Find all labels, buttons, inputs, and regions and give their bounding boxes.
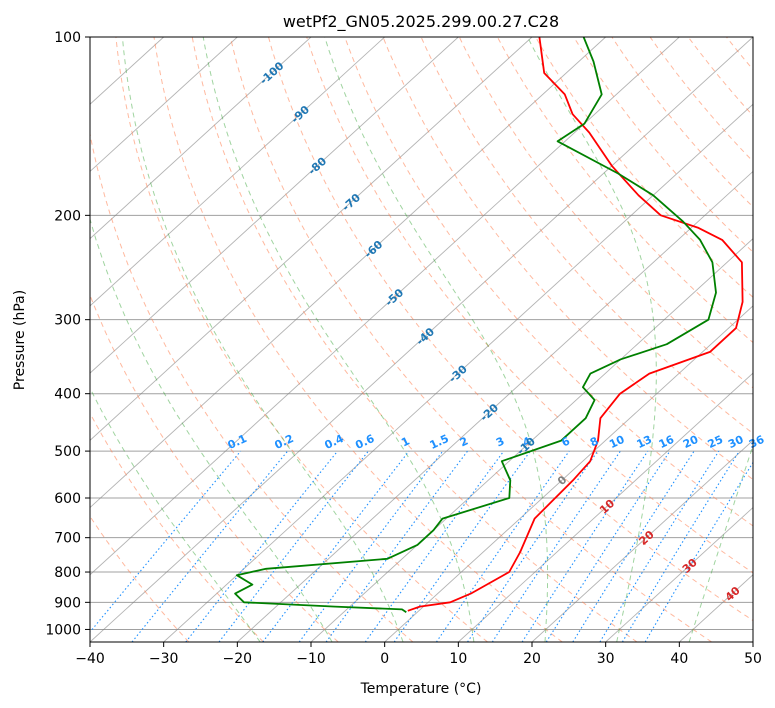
mixing-ratio-line bbox=[467, 450, 599, 642]
isotherm-line bbox=[90, 37, 385, 307]
y-tick-label: 600 bbox=[54, 491, 81, 507]
isotherm-line bbox=[605, 506, 753, 642]
x-tick-label: −40 bbox=[75, 651, 105, 667]
y-axis-title: Pressure (hPa) bbox=[12, 290, 28, 390]
y-tick-label: 800 bbox=[54, 565, 81, 581]
x-tick-label: 20 bbox=[523, 651, 541, 667]
dry-adiabat-line bbox=[90, 131, 414, 642]
dewpoint-line bbox=[234, 37, 717, 613]
isotherm-line bbox=[90, 37, 753, 642]
y-tick-label: 200 bbox=[54, 208, 81, 224]
mixing-ratio-line bbox=[90, 450, 242, 633]
isotherm-line bbox=[531, 439, 753, 642]
isotherm-line bbox=[90, 37, 680, 576]
mixing-ratio-line bbox=[185, 450, 339, 642]
moist-adiabat-line bbox=[688, 444, 753, 642]
dry-adiabat-line bbox=[90, 515, 190, 642]
dry-adiabat-line bbox=[191, 37, 638, 642]
isotherm-line bbox=[384, 305, 753, 642]
y-tick-label: 400 bbox=[54, 387, 81, 403]
isotherm-line bbox=[90, 37, 238, 173]
mixing-ratio-line bbox=[435, 450, 570, 642]
mixing-ratio-label: 25 bbox=[706, 433, 725, 451]
isotherm-line bbox=[163, 103, 753, 642]
mixing-ratio-line bbox=[572, 450, 695, 642]
mixing-ratio-line bbox=[298, 450, 444, 642]
background-lines bbox=[90, 37, 753, 642]
y-tick-label: 900 bbox=[54, 595, 81, 611]
mixing-ratio-label: 30 bbox=[726, 433, 746, 451]
dry-adiabat-line bbox=[496, 37, 753, 344]
moist-adiabat-line bbox=[527, 37, 657, 642]
dry-adiabat-line bbox=[90, 412, 264, 642]
dry-adiabat-line bbox=[344, 37, 753, 527]
isotherm-line bbox=[90, 37, 312, 240]
dry-adiabat-line bbox=[268, 37, 753, 622]
x-tick-label: 30 bbox=[597, 651, 615, 667]
x-tick-label: 10 bbox=[449, 651, 467, 667]
x-tick-label: −30 bbox=[149, 651, 179, 667]
sounding-series bbox=[234, 37, 744, 613]
mixing-ratio-label: 36 bbox=[747, 433, 767, 451]
x-tick-label: −20 bbox=[223, 651, 253, 667]
isotherm-line bbox=[458, 372, 753, 642]
y-tick-label: 700 bbox=[54, 531, 81, 547]
isotherm-line bbox=[90, 37, 533, 441]
mixing-ratio-label: 10 bbox=[607, 433, 627, 451]
mixing-ratio-label: 20 bbox=[681, 433, 701, 451]
dry-adiabat-line bbox=[458, 37, 753, 389]
isotherm-line bbox=[90, 37, 459, 374]
y-tick-label: 500 bbox=[54, 444, 81, 460]
dry-adiabat-line bbox=[153, 37, 563, 642]
x-axis: −40 −30 −20 −10 0 10 20 30 40 50 bbox=[75, 642, 762, 667]
x-tick-label: −10 bbox=[296, 651, 326, 667]
y-tick-label: 300 bbox=[54, 313, 81, 329]
temperature-line bbox=[407, 37, 744, 612]
mixing-ratio-line bbox=[262, 450, 410, 642]
x-tick-label: 50 bbox=[744, 651, 762, 667]
x-axis-title: Temperature (°C) bbox=[360, 681, 482, 697]
mixing-ratio-line bbox=[545, 450, 671, 642]
y-tick-label: 1000 bbox=[45, 622, 81, 638]
moist-adiabat-line bbox=[90, 387, 261, 642]
moist-adiabat-line bbox=[324, 37, 549, 642]
chart-title: wetPf2_GN05.2025.299.00.27.C28 bbox=[283, 12, 559, 32]
moist-adiabat-line bbox=[121, 37, 404, 642]
isotherm-line bbox=[90, 37, 606, 509]
mixing-ratio-line bbox=[131, 450, 289, 642]
mixing-ratio-label: 16 bbox=[657, 433, 677, 451]
mixing-ratio-label: 13 bbox=[635, 433, 654, 451]
mixing-ratio-line bbox=[491, 450, 621, 642]
moist-adiabat-line bbox=[90, 217, 333, 642]
mixing-ratio-line bbox=[325, 450, 468, 642]
mixing-ratio-line bbox=[364, 450, 505, 642]
x-tick-label: 40 bbox=[670, 651, 688, 667]
y-tick-label: 100 bbox=[54, 30, 81, 46]
dry-adiabat-line bbox=[229, 37, 712, 642]
isotherm-line bbox=[237, 170, 753, 642]
moist-adiabat-line bbox=[202, 37, 475, 642]
dry-adiabat-line bbox=[90, 293, 339, 642]
y-axis: 100 200 300 400 500 600 700 800 900 1000 bbox=[45, 30, 90, 638]
dry-adiabat-line bbox=[306, 37, 753, 574]
dry-adiabat-line bbox=[115, 37, 488, 642]
x-tick-label: 0 bbox=[380, 651, 389, 667]
mixing-ratio-line bbox=[393, 450, 531, 642]
mixing-ratio-line bbox=[521, 450, 649, 642]
plot-frame bbox=[89, 36, 754, 643]
mixing-ratio-line bbox=[621, 450, 740, 642]
